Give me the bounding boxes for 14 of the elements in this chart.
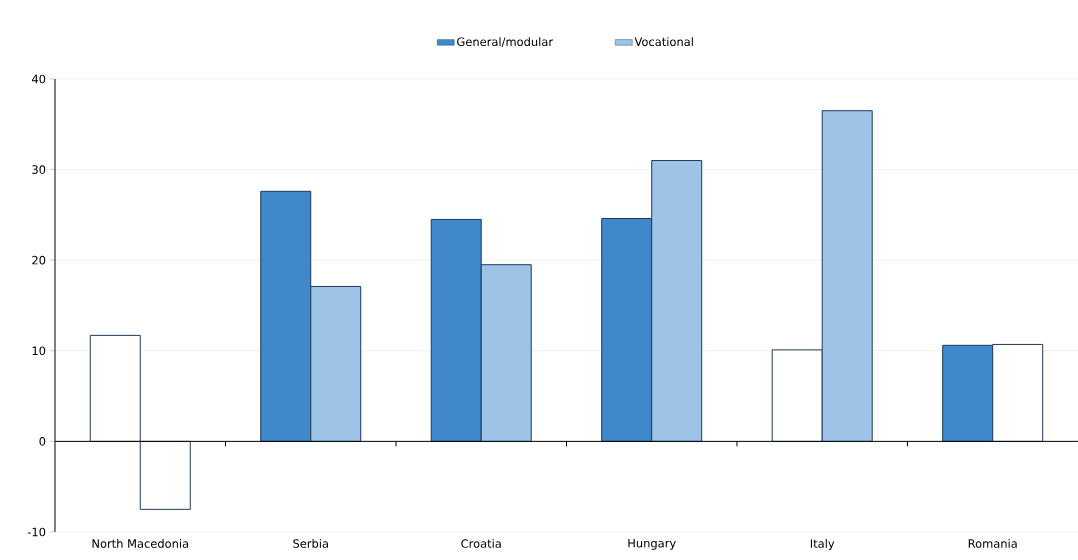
y-tick-label: 20 xyxy=(32,255,46,265)
x-tick-label: Italy xyxy=(810,539,835,551)
y-tick-label: 40 xyxy=(31,74,46,84)
x-tick-label: Hungary xyxy=(628,539,676,550)
y-tick-label: 0 xyxy=(39,437,46,446)
x-tick-label: Croatia xyxy=(461,539,501,548)
y-tick-label: 10 xyxy=(32,346,46,356)
x-tick-label: Romania xyxy=(968,539,1017,548)
legend-label: General/modular xyxy=(457,37,554,47)
x-tick-label: North Macedonia xyxy=(92,539,189,548)
y-tick-label: 30 xyxy=(32,165,46,174)
y-tick-label: -10 xyxy=(27,527,46,537)
x-tick-label: Serbia xyxy=(293,539,328,548)
legend-label: Vocational xyxy=(634,37,693,47)
